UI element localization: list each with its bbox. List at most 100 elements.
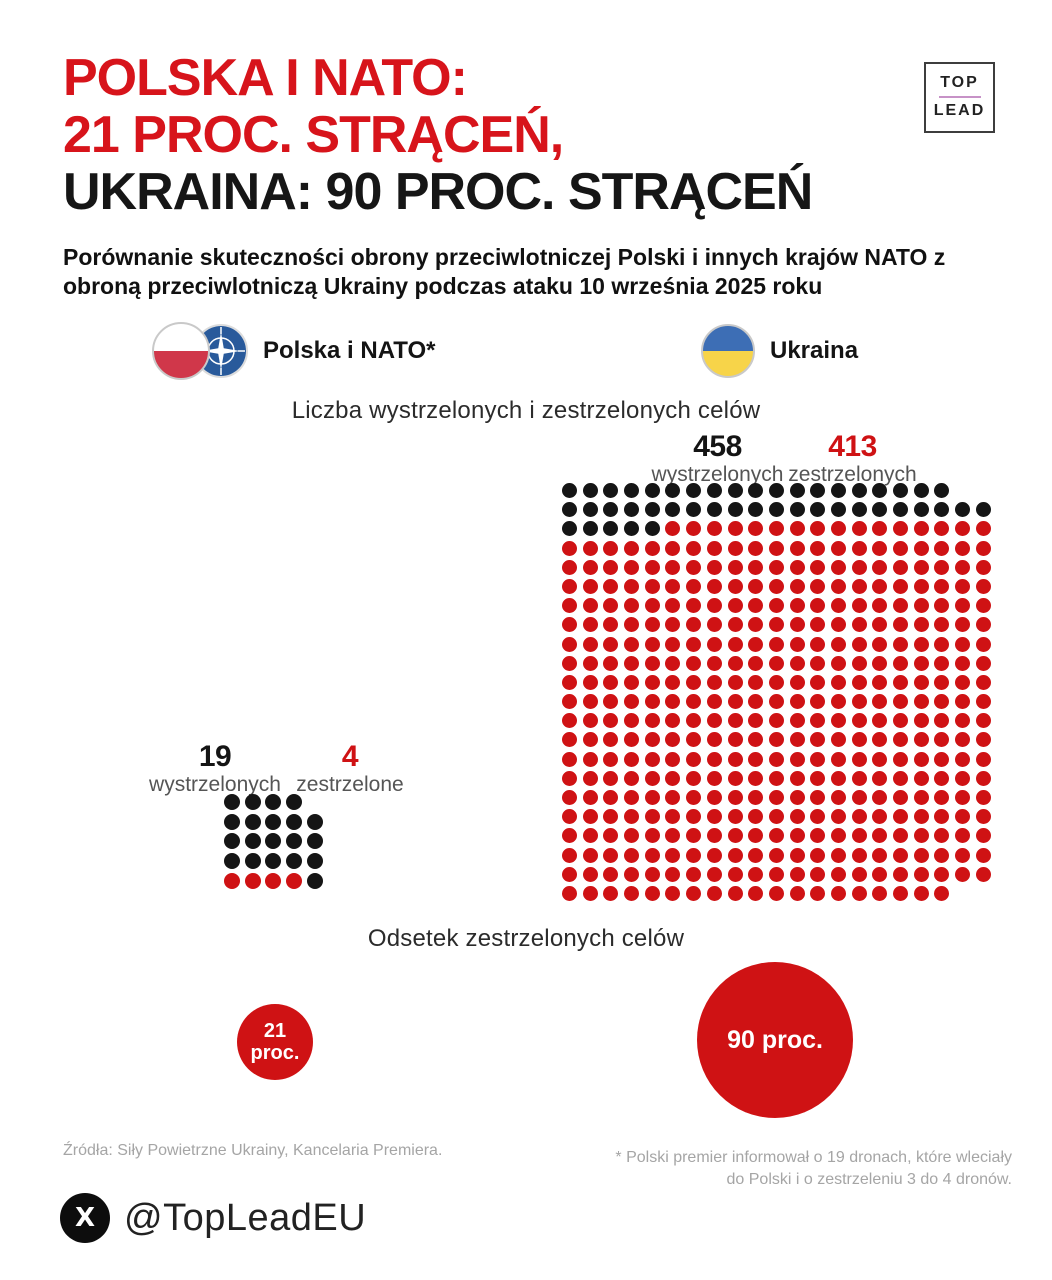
social-handle-text: @TopLeadEU [124,1196,367,1239]
dot-shot-down [934,655,950,671]
dot-shot-down [913,636,929,652]
dot-shot-down [665,751,681,767]
poland-shot-label-group: 4 zestrzelone [275,742,425,797]
dot-shot-down [975,751,991,767]
dot-launched [644,483,660,498]
dot-shot-down [789,790,805,805]
dot-shot-down [665,770,681,786]
dot-shot-down [893,770,908,786]
dot-shot-down [913,713,929,729]
dot-row [224,853,323,870]
dot-shot-down [830,847,846,863]
dot-shot-down [562,559,577,575]
dot-shot-down [644,866,660,882]
dot-shot-down [872,521,888,537]
dot-shot-down [706,866,722,882]
dot-shot-down [934,521,950,537]
dot-shot-down [624,809,640,825]
dot-launched [851,483,867,498]
dot-launched [934,483,950,498]
dot-shot-down [768,521,784,537]
dot-shot-down [603,674,619,690]
dot-shot-down [768,540,784,556]
x-twitter-icon: X [60,1193,110,1243]
dot-shot-down [913,540,929,556]
poland-launched-label-group: 19 wystrzelonych [140,742,290,797]
dot-shot-down [851,866,867,882]
dot-shot-down [872,828,888,844]
dot-shot-down [975,847,991,863]
poland-percent-unit: proc. [250,1042,300,1064]
dot-shot-down [244,872,261,889]
dot-shot-down [582,617,598,633]
dot-shot-down [810,694,826,710]
dot-shot-down [582,655,598,671]
dot-shot-down [686,559,702,575]
dot-shot-down [644,655,660,671]
dot-shot-down [975,809,991,825]
dot-shot-down [582,598,598,614]
dot-shot-down [955,790,971,805]
dot-shot-down [955,578,971,594]
dot-shot-down [913,694,929,710]
dot-shot-down [727,866,743,882]
dot-shot-down [686,866,702,882]
dot-shot-down [624,770,640,786]
dot-shot-down [665,713,681,729]
dot-shot-down [851,674,867,690]
dot-shot-down [644,694,660,710]
dot-shot-down [727,770,743,786]
dot-shot-down [562,847,577,863]
dot-shot-down [851,655,867,671]
dot-launched [286,794,303,810]
dot-shot-down [686,713,702,729]
dot-shot-down [768,578,784,594]
dot-shot-down [603,636,619,652]
dot-shot-down [727,540,743,556]
dot-shot-down [706,847,722,863]
footnote-line-2: do Polski i o zestrzeleniu 3 do 4 dronów… [726,1171,1013,1188]
dot-shot-down [644,828,660,844]
dot-shot-down [686,828,702,844]
dot-launched [224,833,240,850]
dot-shot-down [768,559,784,575]
dot-shot-down [851,751,867,767]
dot-shot-down [851,809,867,825]
dot-launched [265,833,282,850]
dot-shot-down [810,540,826,556]
dot-shot-down [872,694,888,710]
dot-shot-down [644,790,660,805]
dot-shot-down [768,828,784,844]
dot-shot-down [975,559,991,575]
dot-shot-down [768,617,784,633]
dot-launched [286,813,303,830]
dot-shot-down [686,674,702,690]
dot-shot-down [727,559,743,575]
title-line-2: 21 PROC. STRĄCEŃ, [63,106,564,164]
dot-shot-down [851,790,867,805]
dot-launched [665,502,681,518]
dot-shot-down [706,828,722,844]
dot-row [224,794,323,810]
dot-shot-down [851,713,867,729]
dot-shot-down [582,674,598,690]
dot-shot-down [562,617,577,633]
dot-shot-down [686,732,702,748]
dot-shot-down [624,847,640,863]
dot-shot-down [727,732,743,748]
dot-shot-down [872,655,888,671]
dot-shot-down [727,655,743,671]
dot-shot-down [748,598,764,614]
dot-shot-down [851,540,867,556]
dot-shot-down [789,540,805,556]
dot-shot-down [562,674,577,690]
dot-shot-down [810,751,826,767]
ukraine-flag-icon [701,324,755,378]
dot-launched [265,853,282,870]
dot-shot-down [582,847,598,863]
dot-shot-down [934,751,950,767]
dot-shot-down [913,885,929,901]
dot-launched [582,483,598,498]
dot-shot-down [934,598,950,614]
